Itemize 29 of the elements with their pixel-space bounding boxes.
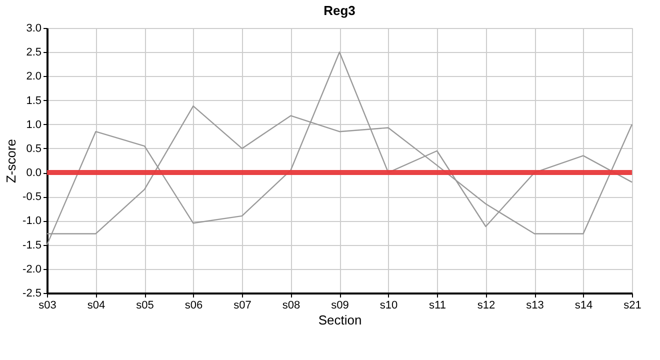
y-tick-label: 1.0 [26, 118, 42, 131]
line-series [46, 51, 633, 246]
y-tick-label: -1.5 [22, 239, 42, 252]
y-tick-label: 2.5 [26, 46, 42, 59]
x-tick-label: s08 [282, 300, 300, 312]
x-tick-label: s21 [624, 300, 642, 312]
x-tick-label: s14 [574, 300, 593, 312]
x-tick-label: s10 [380, 300, 398, 312]
y-tick-label: -2.0 [22, 263, 42, 276]
x-tick-label: s06 [184, 300, 203, 312]
x-tick-label: s11 [429, 300, 446, 312]
y-tick-label: -1.0 [22, 215, 42, 228]
y-tick-label: 2.0 [26, 70, 42, 83]
y-tick-label: -2.5 [22, 288, 42, 300]
x-tick-label: s05 [136, 300, 154, 312]
y-axis-title: Z-score [4, 138, 19, 184]
x-tick-label: s03 [38, 300, 56, 312]
y-tick-label: 1.5 [26, 94, 42, 107]
x-tick-label: s09 [331, 300, 349, 312]
x-tick-label: s07 [234, 300, 252, 312]
chart-title: Reg3 [324, 3, 356, 18]
y-tick-label: 0.0 [26, 167, 42, 180]
y-tick-label: -0.5 [22, 191, 42, 204]
x-tick-label: s04 [87, 300, 106, 312]
y-tick-label: 0.5 [26, 142, 42, 155]
y-tick-label: 3.0 [26, 22, 42, 34]
x-tick-label: s12 [477, 300, 496, 312]
x-axis-title: Section [318, 312, 362, 328]
x-tick-label: s13 [526, 300, 544, 312]
